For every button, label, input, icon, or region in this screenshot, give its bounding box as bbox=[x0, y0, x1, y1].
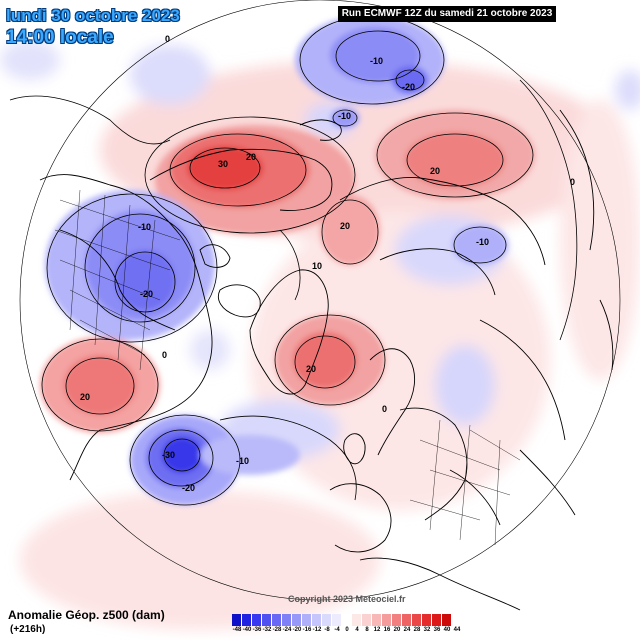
label-minus20-north-america: -20 bbox=[140, 289, 153, 299]
scale-label: -12 bbox=[312, 627, 322, 633]
scale-label: 40 bbox=[443, 627, 451, 633]
scale-label: 4 bbox=[355, 627, 359, 633]
label-0-top-left: 0 bbox=[165, 34, 170, 44]
label-20-alaska: 20 bbox=[246, 152, 256, 162]
forecast-time: 14:00 locale bbox=[6, 27, 114, 48]
scale-swatch bbox=[392, 614, 402, 626]
field-title: Anomalie Géop. z500 (dam) bbox=[8, 608, 165, 622]
scale-label: 0 bbox=[345, 627, 349, 633]
scale-label: -20 bbox=[292, 627, 302, 633]
color-scale-labels: -48 -40 -36 -32 -28 -24 -20 -16 -12 -8 -4 0 4 8 12 16 20… bbox=[232, 627, 462, 633]
scale-swatch bbox=[332, 614, 342, 626]
map-frame-circle bbox=[19, 0, 621, 601]
scale-swatch bbox=[322, 614, 332, 626]
scale-swatch bbox=[362, 614, 372, 626]
label-minus10-north-america: -10 bbox=[138, 222, 151, 232]
scale-swatch bbox=[262, 614, 272, 626]
scale-label: 44 bbox=[453, 627, 461, 633]
scale-swatch bbox=[272, 614, 282, 626]
scale-label: 8 bbox=[365, 627, 369, 633]
scale-label: -16 bbox=[302, 627, 312, 633]
label-minus20-atlantic: -20 bbox=[182, 483, 195, 493]
label-10-arctic: 10 bbox=[312, 261, 322, 271]
scale-swatch bbox=[402, 614, 412, 626]
scale-swatch bbox=[252, 614, 262, 626]
scale-label: 28 bbox=[413, 627, 421, 633]
scale-swatch bbox=[232, 614, 242, 626]
scale-label: -48 bbox=[232, 627, 242, 633]
scale-swatch bbox=[242, 614, 252, 626]
scale-label: 36 bbox=[433, 627, 441, 633]
scale-label: 32 bbox=[423, 627, 431, 633]
scale-swatch bbox=[292, 614, 302, 626]
scale-swatch bbox=[312, 614, 322, 626]
scale-label: 24 bbox=[403, 627, 411, 633]
scale-swatch bbox=[282, 614, 292, 626]
copyright-text: Copyright 2023 Meteociel.fr bbox=[288, 594, 406, 604]
scale-swatch bbox=[442, 614, 452, 626]
contour-label-layer: 0 -10 -20 -10 20 0 30 20 20 10 -10 -10 -… bbox=[80, 34, 575, 493]
label-minus30-atlantic: -30 bbox=[162, 450, 175, 460]
label-20-canada: 20 bbox=[340, 221, 350, 231]
scale-label: -4 bbox=[334, 627, 340, 633]
label-0-canada: 0 bbox=[162, 350, 167, 360]
label-20-east-asia: 20 bbox=[430, 166, 440, 176]
scale-label: 20 bbox=[393, 627, 401, 633]
scale-swatch bbox=[432, 614, 442, 626]
scale-swatch bbox=[422, 614, 432, 626]
color-scale bbox=[232, 614, 452, 626]
scale-swatch bbox=[372, 614, 382, 626]
scale-label: 12 bbox=[373, 627, 381, 633]
label-minus10-atlantic: -10 bbox=[236, 456, 249, 466]
scale-label: -24 bbox=[282, 627, 292, 633]
scale-label: -8 bbox=[324, 627, 330, 633]
scale-swatch bbox=[302, 614, 312, 626]
scale-label: -28 bbox=[272, 627, 282, 633]
scale-label: -32 bbox=[262, 627, 272, 633]
label-20-greenland: 20 bbox=[306, 364, 316, 374]
label-minus10-central-asia: -10 bbox=[476, 237, 489, 247]
scale-swatch bbox=[412, 614, 422, 626]
political-borders bbox=[54, 189, 521, 546]
label-0-right: 0 bbox=[570, 177, 575, 187]
run-info-banner: Run ECMWF 12Z du samedi 21 octobre 2023 bbox=[338, 6, 556, 22]
label-minus10-bering: -10 bbox=[338, 111, 351, 121]
anomaly-cores bbox=[40, 15, 535, 505]
scale-swatch bbox=[352, 614, 362, 626]
scale-label: -36 bbox=[252, 627, 262, 633]
scale-swatch bbox=[342, 614, 352, 626]
lead-time: (+216h) bbox=[10, 624, 46, 635]
scale-swatch bbox=[382, 614, 392, 626]
label-30-alaska: 30 bbox=[218, 159, 228, 169]
label-20-mexico: 20 bbox=[80, 392, 90, 402]
scale-label: -40 bbox=[242, 627, 252, 633]
forecast-date: lundi 30 octobre 2023 bbox=[6, 6, 180, 25]
label-0-europe: 0 bbox=[382, 404, 387, 414]
coastlines bbox=[39, 109, 614, 611]
scale-label: 16 bbox=[383, 627, 391, 633]
label-minus20-siberia: -20 bbox=[402, 82, 415, 92]
label-minus10-siberia: -10 bbox=[370, 56, 383, 66]
